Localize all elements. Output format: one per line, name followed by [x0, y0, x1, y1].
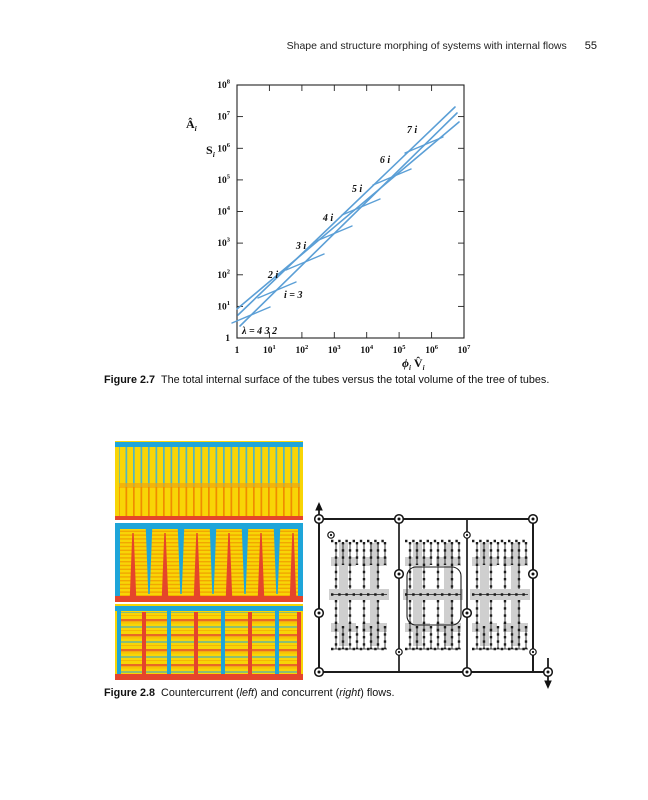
h-tree-module-2	[403, 541, 463, 649]
y-axis-major-ticks	[237, 84, 464, 339]
blue-flow-channels	[145, 529, 281, 594]
svg-text:108: 108	[217, 79, 231, 92]
svg-text:104: 104	[217, 205, 231, 218]
figure-2-7-chart: 108 107 106 105 104 103 102 101 1 1 101 …	[186, 79, 472, 371]
h-tree-module-3	[470, 541, 530, 649]
svg-text:102: 102	[217, 268, 230, 281]
svg-text:107: 107	[458, 344, 472, 356]
x-axis-major-ticks	[236, 85, 465, 338]
figure-2-7-label: Figure 2.7	[104, 374, 156, 386]
svg-text:101: 101	[217, 300, 230, 313]
svg-text:106: 106	[425, 344, 439, 356]
y-axis-title-A: Âi	[186, 117, 198, 133]
curve-label-4i: 4 i	[322, 213, 334, 224]
svg-text:105: 105	[393, 344, 407, 356]
svg-text:104: 104	[360, 344, 374, 356]
curve-label-6i: 6 i	[380, 155, 391, 166]
countercurrent-panel-bottom	[115, 604, 303, 680]
highlight-outline	[406, 566, 462, 626]
branch-segments	[231, 136, 444, 324]
curve-label-2i: 2 i	[267, 270, 279, 281]
x-axis-minor-ticks	[246, 85, 463, 338]
figure-2-8-caption: Figure 2.8 Countercurrent (left) and conc…	[104, 687, 395, 699]
concurrent-flow-diagram	[313, 502, 554, 689]
curve-label-i3: i = 3	[284, 290, 302, 301]
svg-text:107: 107	[217, 110, 231, 123]
countercurrent-panel-top	[115, 441, 303, 520]
blue-grid-verticals	[117, 609, 279, 675]
svg-text:1: 1	[235, 346, 240, 356]
svg-text:103: 103	[328, 344, 342, 356]
svg-text:101: 101	[263, 344, 276, 356]
x-axis-title: ϕi V̂i	[402, 356, 425, 370]
red-flow-channels	[129, 533, 297, 597]
page-number: 55	[584, 40, 597, 52]
red-grid-verticals	[142, 612, 301, 678]
y-axis-tick-labels: 108 107 106 105 104 103 102 101 1	[217, 79, 231, 345]
svg-text:105: 105	[217, 173, 231, 186]
svg-text:102: 102	[296, 344, 309, 356]
h-tree-module-1	[329, 541, 389, 649]
x-axis-tick-labels: 1 101 102 103 104 105 106 107	[235, 344, 472, 356]
figure-2-7-caption: Figure 2.7 The total internal surface of …	[104, 374, 550, 386]
figure-2-8-label: Figure 2.8	[104, 687, 156, 699]
svg-text:1: 1	[225, 334, 230, 344]
curve-label-7i: 7 i	[407, 125, 418, 136]
curve-label-5i: 5 i	[352, 184, 363, 195]
svg-text:103: 103	[217, 237, 231, 250]
running-head: Shape and structure morphing of systems …	[287, 40, 597, 52]
svg-text:106: 106	[217, 142, 231, 155]
outer-manifold	[318, 518, 534, 673]
curve-label-3i: 3 i	[295, 241, 307, 252]
lambda-annotation: λ = 4 3 2	[241, 326, 277, 337]
running-head-title: Shape and structure morphing of systems …	[286, 40, 567, 52]
y-axis-title-S: Si	[206, 143, 216, 159]
countercurrent-panel-middle	[115, 523, 303, 602]
